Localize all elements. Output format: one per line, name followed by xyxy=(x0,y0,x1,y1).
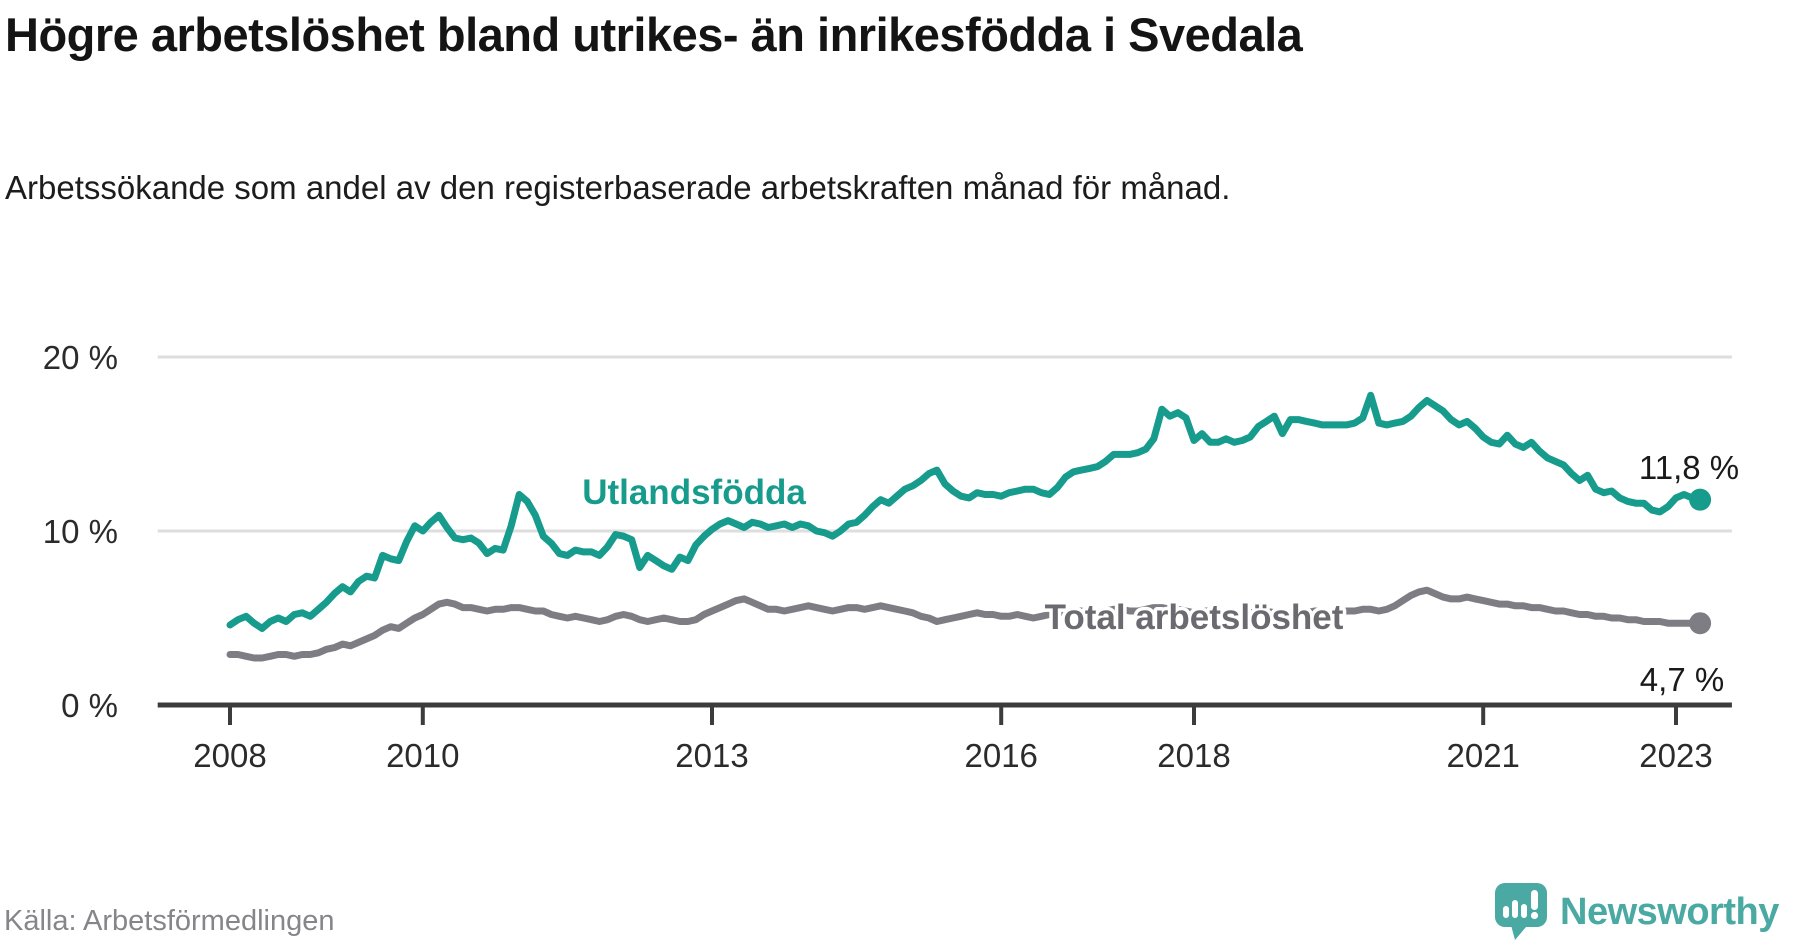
chart-subtitle: Arbetssökande som andel av den registerb… xyxy=(5,169,1231,206)
chart-title: Högre arbetslöshet bland utrikes- än inr… xyxy=(5,8,1303,61)
bar-3 xyxy=(1521,904,1527,918)
x-axis-tick-label: 2023 xyxy=(1639,737,1712,774)
x-axis-tick-label: 2016 xyxy=(964,737,1037,774)
x-axis-tick-label: 2013 xyxy=(675,737,748,774)
chart-plot-area: 0 % 10 % 20 % 2008 2010 2013 2016 2018 2021 2023 xyxy=(43,339,1732,774)
series-end-dot-total xyxy=(1689,612,1712,635)
newsworthy-logo: Newsworthy xyxy=(1494,882,1779,942)
y-axis-tick-label: 0 % xyxy=(61,687,118,724)
x-axis-tick-label: 2018 xyxy=(1157,737,1230,774)
bar-1 xyxy=(1503,906,1509,918)
source-note: Källa: Arbetsförmedlingen xyxy=(4,905,335,937)
end-value-label-total: 4,7 % xyxy=(1640,661,1724,698)
series-end-dot-utlandsfodda xyxy=(1689,488,1712,511)
exclamation-stem xyxy=(1531,890,1538,910)
series-line-total xyxy=(226,586,1704,662)
newsworthy-bubble-chart-icon xyxy=(1495,883,1547,940)
bar-2 xyxy=(1512,900,1518,918)
series-label-total-arbetsloshet: Total arbetslöshet xyxy=(1045,598,1344,637)
x-axis-tick-label: 2008 xyxy=(193,737,266,774)
end-value-label-utlandsfodda: 11,8 % xyxy=(1639,449,1739,486)
exclamation-dot xyxy=(1530,911,1539,920)
series-line-utlandsfodda xyxy=(226,391,1704,632)
x-axis-tick-label: 2010 xyxy=(386,737,459,774)
x-axis-tick-label: 2021 xyxy=(1446,737,1519,774)
series-label-utlandsfodda: Utlandsfödda xyxy=(582,473,806,512)
newsworthy-wordmark: Newsworthy xyxy=(1560,890,1779,933)
y-axis-tick-label: 10 % xyxy=(43,513,118,550)
y-axis-tick-label: 20 % xyxy=(43,339,118,376)
